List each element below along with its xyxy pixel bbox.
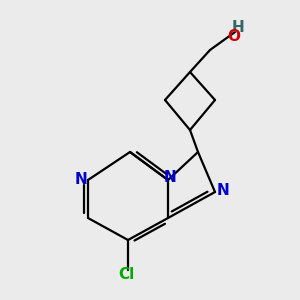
Text: H: H (232, 20, 244, 35)
Text: Cl: Cl (118, 267, 135, 282)
Text: O: O (227, 29, 240, 44)
Text: N: N (216, 183, 229, 198)
Text: N: N (163, 170, 176, 185)
Text: N: N (74, 172, 87, 188)
